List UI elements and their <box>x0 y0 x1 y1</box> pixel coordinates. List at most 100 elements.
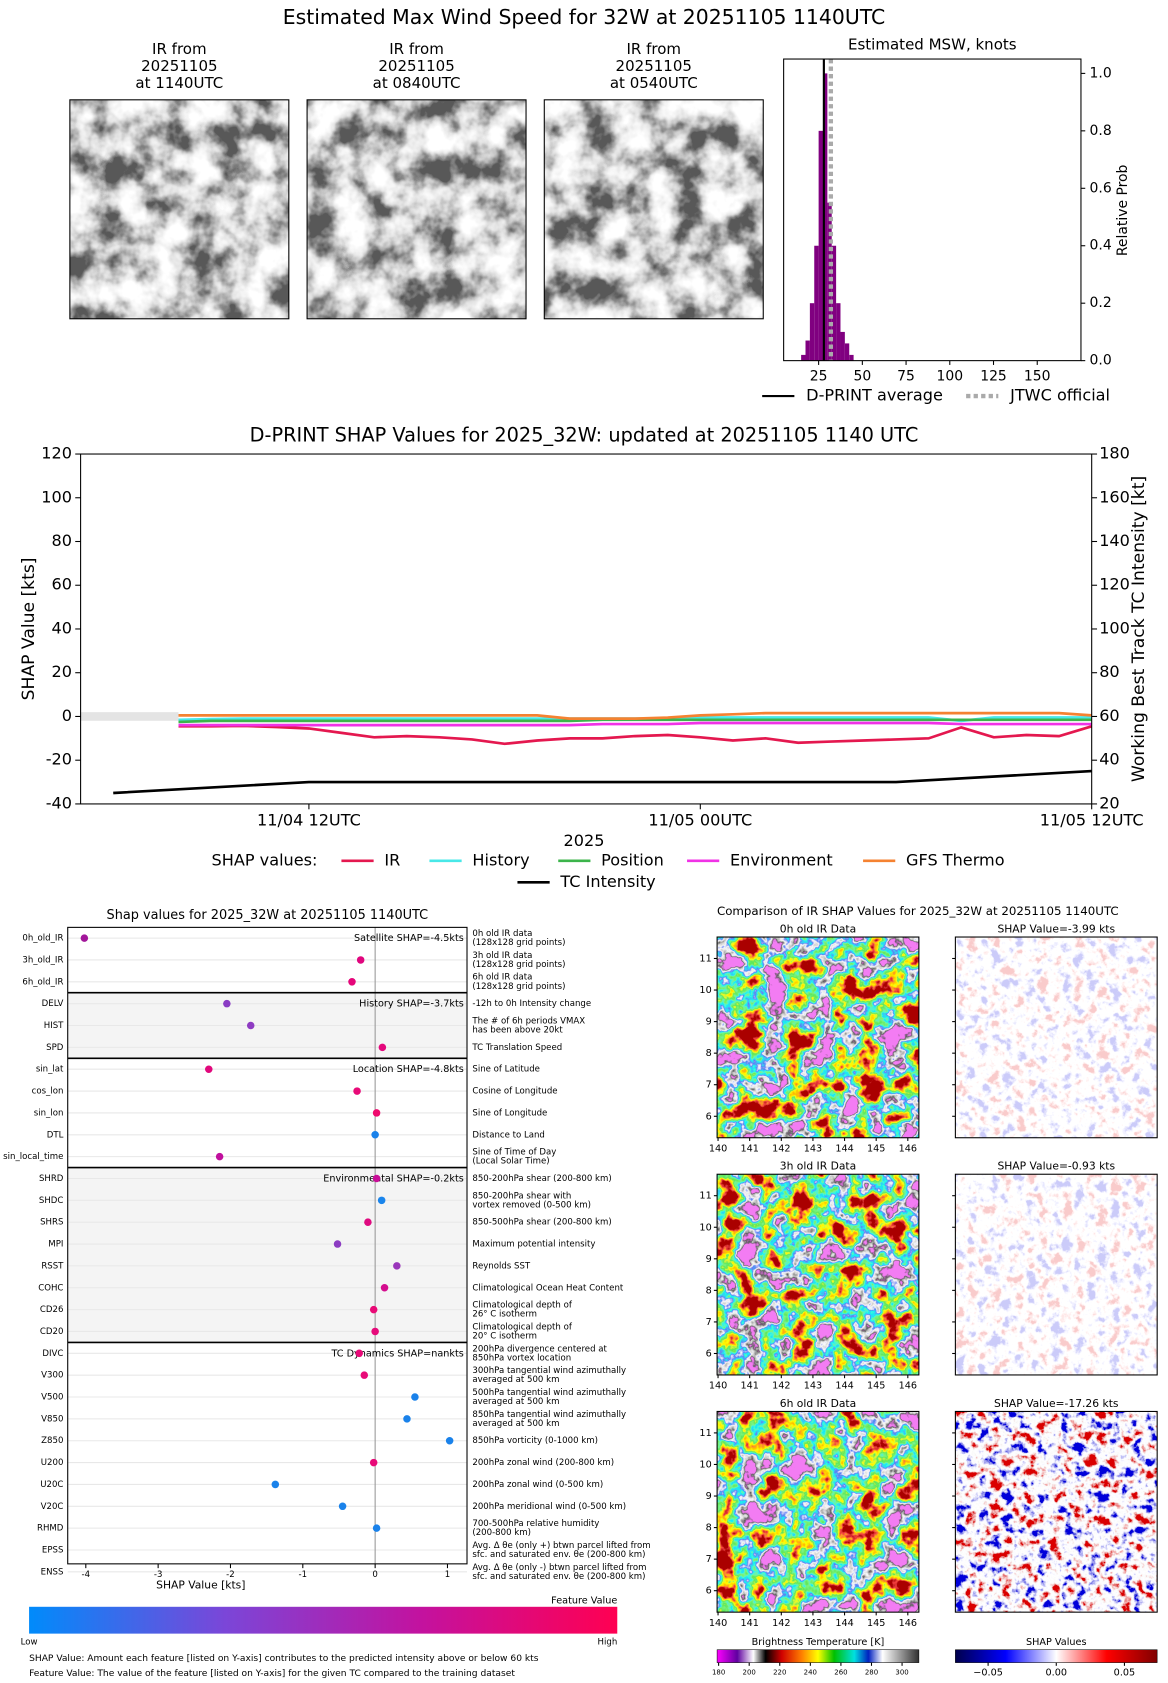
colorbar-tick-label: 240 <box>804 1668 817 1676</box>
y-tick-label: 1.0 <box>1090 65 1112 81</box>
feature-dot <box>445 1436 454 1445</box>
map-frame <box>954 1410 1158 1613</box>
feature-description: Climatological depth of <box>472 1301 572 1311</box>
colorbar-label: SHAP Values <box>1026 1637 1086 1648</box>
map-frame <box>716 936 920 1139</box>
feature-description: 850hPa vorticity (0-1000 km) <box>472 1436 598 1446</box>
axes-frame <box>80 453 1093 805</box>
bar <box>827 202 832 361</box>
colorbar-tick-label: 300 <box>895 1668 908 1676</box>
feature-label: 3h_old_IR <box>22 955 63 965</box>
feature-description: Cosine of Longitude <box>472 1087 557 1097</box>
feature-description: -12h to 0h Intensity change <box>472 999 591 1009</box>
colorbar-tick-label: 280 <box>865 1668 878 1676</box>
feature-description: 500hPa tangential wind azimuthally <box>472 1388 626 1398</box>
x-tick-label: 143 <box>804 1618 822 1629</box>
shap-map <box>955 1411 1158 1613</box>
y-tick-label: 0.2 <box>1090 295 1112 311</box>
bar <box>840 331 845 361</box>
colorbar-tick-label: 0.00 <box>1046 1667 1068 1678</box>
bar <box>805 340 810 361</box>
legend-label: History <box>472 850 530 869</box>
x-tick-label: 50 <box>853 369 871 385</box>
feature-label: V500 <box>41 1393 63 1403</box>
group-label: Environmental SHAP=-0.2kts <box>323 1173 464 1184</box>
x-tick-label: 125 <box>980 369 1007 385</box>
colorbar-tick-label: 0.05 <box>1114 1667 1136 1678</box>
chart-title: Shap values for 2025_32W at 20251105 114… <box>107 908 429 923</box>
x-tick-label: 141 <box>740 1618 758 1629</box>
x-tick-label: 140 <box>709 1618 727 1629</box>
map-frame <box>716 1410 920 1613</box>
feature-label: 6h_old_IR <box>22 977 63 987</box>
y2-tick-label: 20 <box>1099 793 1119 812</box>
feature-description: (128x128 grid points) <box>472 938 565 948</box>
map-title: 3h old IR Data <box>780 1160 856 1173</box>
legend-label: Position <box>601 850 664 869</box>
feature-dot <box>333 1240 342 1248</box>
series-line <box>178 724 1093 746</box>
feature-label: V300 <box>41 1371 63 1381</box>
map-title: SHAP Value=-17.26 kts <box>994 1397 1119 1410</box>
ir-map <box>717 937 919 1138</box>
feature-dot <box>369 1458 378 1467</box>
feature-label: RHMD <box>37 1524 64 1534</box>
feature-label: U200 <box>41 1458 64 1468</box>
y-tick-label: 10 <box>699 1459 711 1470</box>
colorbar <box>955 1649 1158 1663</box>
x-tick-label: 11/05 12UTC <box>1040 811 1144 830</box>
legend-label: JTWC official <box>1009 386 1110 405</box>
x-tick-label: -3 <box>154 1570 163 1580</box>
series-line <box>178 718 1092 724</box>
feature-description: averaged at 500 km <box>472 1397 559 1407</box>
image-frame <box>69 99 290 320</box>
feature-label: DIVC <box>42 1349 63 1359</box>
colorbar-tick-label: 260 <box>834 1668 847 1676</box>
bar <box>836 303 841 361</box>
y2-tick-label: 40 <box>1099 750 1119 769</box>
feature-description: has been above 20kt <box>472 1026 563 1036</box>
y-tick-label: 7 <box>706 1080 712 1091</box>
x-tick-label: 145 <box>867 1143 885 1154</box>
feature-dot <box>369 1305 378 1314</box>
y-tick-label: 20 <box>52 662 72 681</box>
x-axis-label: SHAP Value [kts] <box>156 1578 245 1591</box>
y-tick-label: 100 <box>41 487 72 506</box>
legend-title: SHAP values: <box>212 850 318 869</box>
feature-description: 6h old IR data <box>472 973 532 983</box>
feature-dot <box>371 1327 379 1336</box>
legend-label: D-PRINT average <box>806 386 943 405</box>
y2-tick-label: 80 <box>1099 662 1119 681</box>
y-tick-label: 6 <box>706 1586 712 1597</box>
feature-dot <box>403 1415 411 1423</box>
axes-frame <box>783 58 1082 362</box>
x-tick-label: 11/04 12UTC <box>257 811 361 830</box>
feature-dot <box>356 956 365 964</box>
y2-tick-label: 160 <box>1099 487 1130 506</box>
feature-label: MPI <box>48 1240 63 1250</box>
x-tick-label: 143 <box>804 1143 822 1154</box>
feature-label: 0h_old_IR <box>22 934 63 944</box>
feature-dot <box>348 978 356 986</box>
y-tick-label: 0.8 <box>1090 123 1112 139</box>
image-frame <box>543 99 764 320</box>
colorbar-tick-label: 200 <box>743 1668 756 1676</box>
x-tick-label: 146 <box>899 1143 917 1154</box>
image-title: 20251105 <box>378 57 454 75</box>
map-title: SHAP Value=-3.99 kts <box>997 923 1115 936</box>
y-tick-label: 9 <box>706 1017 712 1028</box>
feature-description: 850-200hPa shear with <box>472 1191 571 1201</box>
figure-title: Estimated Max Wind Speed for 32W at 2025… <box>283 5 885 29</box>
feature-description: Climatological Ocean Heat Content <box>472 1283 624 1293</box>
feature-label: SHRD <box>39 1174 64 1184</box>
map-title: 6h old IR Data <box>780 1397 856 1410</box>
feature-dot <box>246 1021 255 1030</box>
feature-description: sfc. and saturated env. θe (200-800 km) <box>472 1550 645 1560</box>
image-title: at 0540UTC <box>610 74 698 92</box>
colorbar-label: Brightness Temperature [K] <box>752 1637 885 1648</box>
group-label: TC Dynamics SHAP=nankts <box>330 1348 463 1359</box>
bar <box>801 354 806 361</box>
feature-dot <box>338 1502 347 1511</box>
feature-label: SHDC <box>39 1196 64 1206</box>
